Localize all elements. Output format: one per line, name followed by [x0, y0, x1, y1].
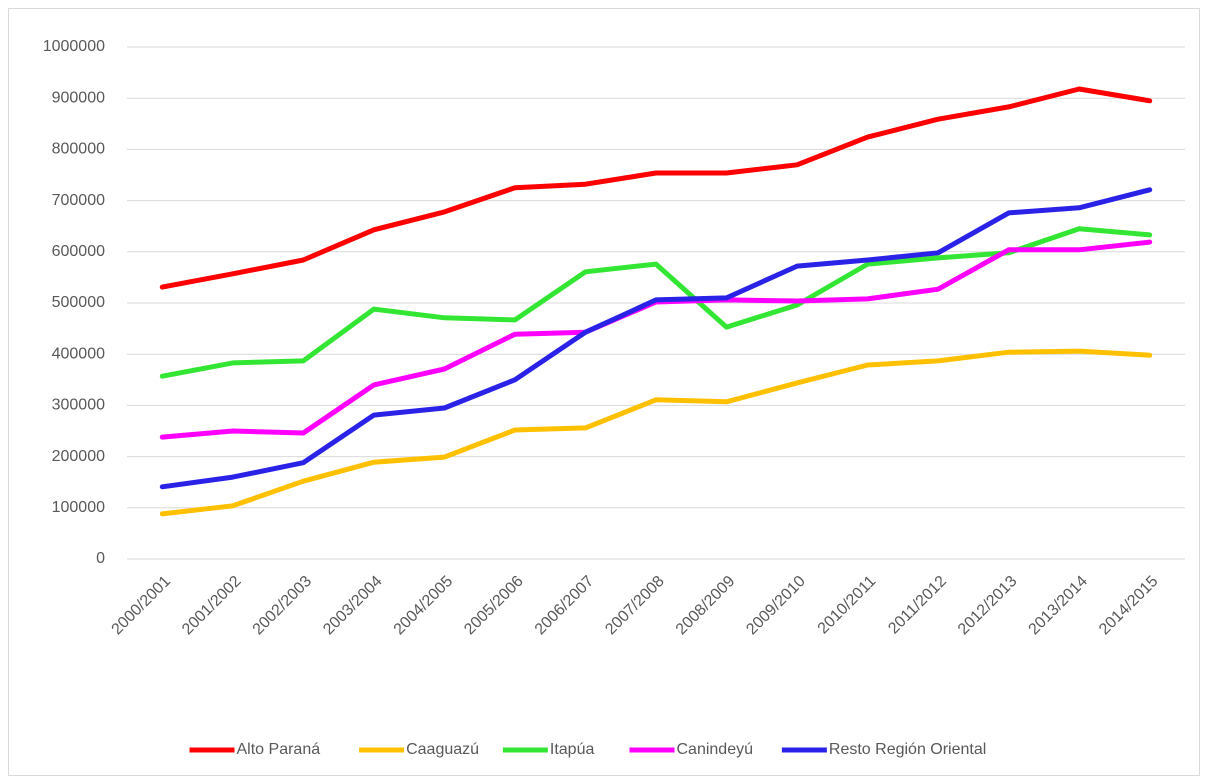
y-tick-label: 300000 — [52, 397, 105, 414]
legend-label: Alto Paraná — [237, 741, 321, 758]
y-tick-label: 900000 — [52, 89, 105, 106]
y-tick-label: 1000000 — [43, 38, 105, 55]
legend-label: Canindeyú — [677, 741, 754, 758]
legend-label: Itapúa — [550, 741, 595, 758]
y-tick-label: 700000 — [52, 192, 105, 209]
legend-label: Caaguazú — [406, 741, 479, 758]
y-tick-label: 100000 — [52, 499, 105, 516]
legend-label: Resto Región Oriental — [829, 741, 986, 758]
y-tick-label: 600000 — [52, 243, 105, 260]
series-line — [159, 86, 1153, 290]
y-tick-label: 500000 — [52, 294, 105, 311]
chart-border — [8, 8, 1200, 776]
y-tick-label: 400000 — [52, 345, 105, 362]
series-line — [159, 348, 1153, 517]
y-tick-label: 200000 — [52, 448, 105, 465]
series-line — [159, 187, 1153, 490]
series-line — [159, 226, 1153, 379]
y-tick-label: 800000 — [52, 141, 105, 158]
y-tick-label: 0 — [96, 550, 105, 567]
